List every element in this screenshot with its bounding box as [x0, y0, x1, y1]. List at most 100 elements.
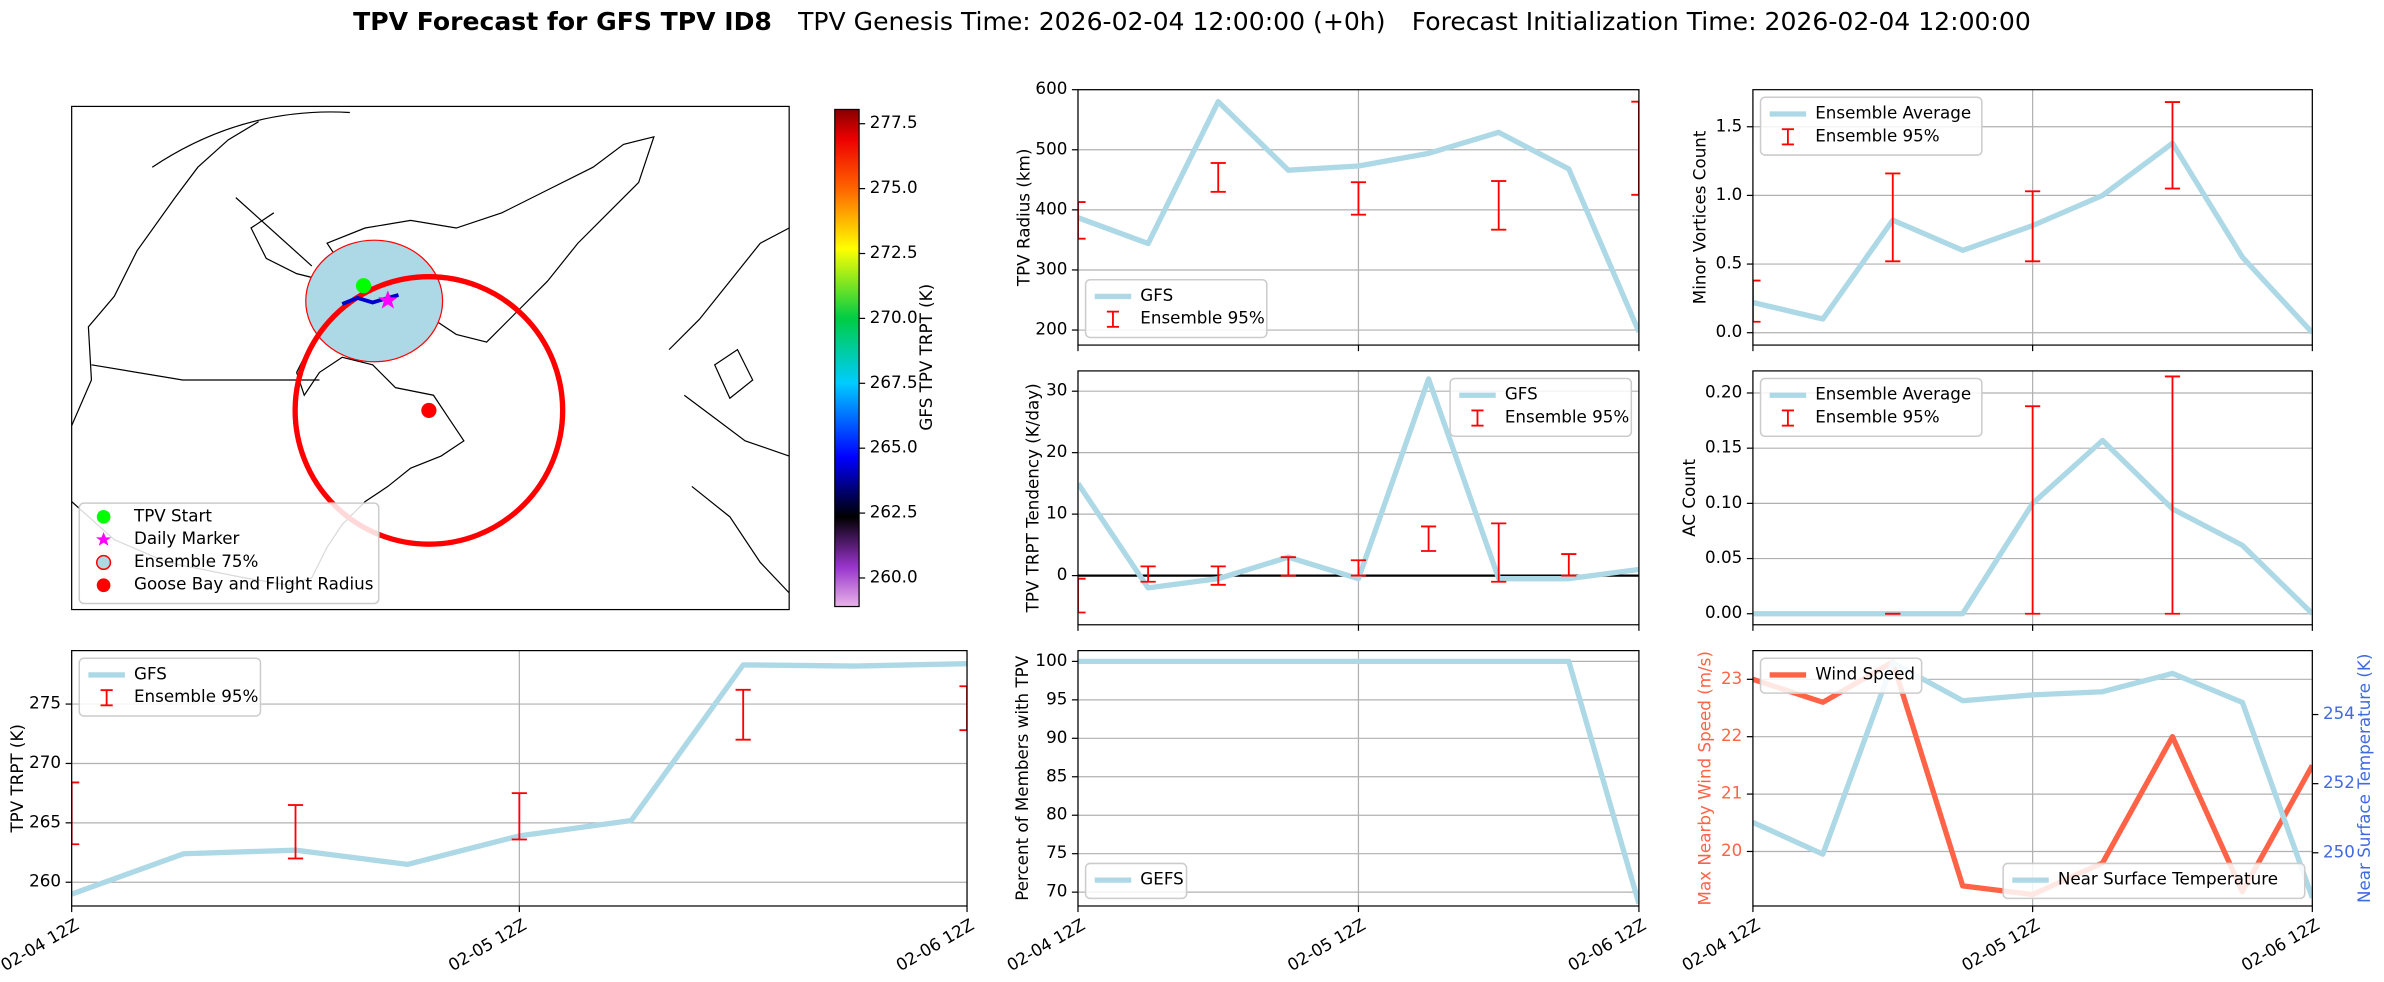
colorbar-tick-label: 262.5 — [870, 502, 918, 522]
map: TPV Start Daily Marker Ensemble 75% Goos… — [71, 105, 936, 611]
flight-radius — [292, 274, 566, 547]
panel: 0.0 0.5 1.0 1.5 Minor Vortices Count Ensemble… — [1690, 89, 2313, 352]
y-tick-label: 0.10 — [1705, 492, 1742, 512]
goose-bay — [421, 402, 437, 419]
x-tick-label: 02-04 12Z — [1678, 914, 1763, 975]
panel: 02-04 12Z 02-05 12Z 02-06 12Z 70 75 80 85 90 95 1… — [1003, 650, 1649, 975]
y-tick-label: 10 — [1046, 503, 1067, 523]
legend-box — [1759, 377, 1983, 438]
legend-swatch — [1781, 409, 1794, 427]
y-tick-label: 75 — [1046, 842, 1067, 862]
legend-label: Ensemble 95% — [1140, 308, 1264, 328]
panel: 02-04 12Z 02-05 12Z 02-06 12Z 20 21 22 23 250 25… — [1678, 650, 2374, 975]
y-tick-label: 270 — [29, 752, 61, 772]
x-tick-label: 02-06 12Z — [2238, 914, 2323, 975]
legend-label: Ensemble 95% — [1815, 407, 1939, 427]
legend-label: Ensemble 95% — [1815, 125, 1939, 145]
frame — [1752, 650, 2313, 907]
y-tick-label: 70 — [1046, 881, 1067, 901]
colorbar-tick-label: 275.0 — [870, 177, 918, 197]
tpv-track — [341, 293, 400, 306]
colorbar-label: GFS TPV TRPT (K) — [916, 284, 936, 431]
y-tick-label: 500 — [1035, 138, 1067, 158]
y-tick-label: 90 — [1046, 727, 1067, 747]
init-time: Forecast Initialization Time: 2026-02-04… — [1412, 7, 2031, 36]
panel: 0.00 0.05 0.10 0.15 0.20 AC Count Ensemble Ave… — [1679, 370, 2313, 631]
colorbar-tick-label: 272.5 — [870, 242, 918, 262]
y-tick-label: 0.20 — [1705, 381, 1742, 401]
y-axis-label: TPV Radius (km) — [1013, 149, 1033, 287]
y-tick-label: 0 — [1057, 564, 1068, 584]
error-bar — [287, 804, 304, 860]
y-tick-label: 0.00 — [1705, 602, 1742, 622]
error-bar — [1350, 181, 1367, 216]
x-tick-label: 02-06 12Z — [892, 914, 977, 975]
legend-box — [1084, 862, 1188, 900]
legend-label: Goose Bay and Flight Radius — [134, 574, 373, 594]
error-bar — [1491, 522, 1507, 583]
y-tick-label: 275 — [29, 693, 61, 713]
error-bar — [959, 685, 968, 732]
plot-area — [1077, 658, 1639, 905]
colorbar-tick-label: 277.5 — [870, 112, 918, 132]
legend-label: Ensemble 95% — [134, 686, 258, 706]
y2-tick-label: 252 — [2323, 772, 2355, 792]
y-tick-label: 400 — [1035, 198, 1067, 218]
series-line — [1752, 660, 2313, 899]
error-bar — [511, 792, 527, 841]
plot-area — [1077, 99, 1639, 333]
error-bar — [2025, 405, 2041, 615]
map-frame — [71, 105, 790, 611]
legend-swatch — [1471, 409, 1484, 427]
y-tick-label: 100 — [1035, 650, 1067, 670]
title: TPV Forecast for GFS TPV ID8 — [353, 7, 772, 36]
boundary — [91, 111, 350, 381]
x-tick-label: 02-04 12Z — [1003, 914, 1088, 975]
map-legend — [78, 502, 380, 605]
frame — [1077, 650, 1640, 907]
legend-swatch — [1106, 310, 1120, 328]
error-bar — [2164, 375, 2181, 615]
series-line — [1077, 99, 1639, 333]
y-tick-label: 265 — [29, 811, 61, 831]
plot-area — [1752, 375, 2313, 617]
legend: GFS Ensemble 95% — [78, 657, 262, 717]
y2-tick-label: 254 — [2323, 703, 2355, 723]
x-tick-label: 02-05 12Z — [1958, 914, 2043, 975]
error-bar — [1140, 565, 1156, 583]
y-tick-label: 95 — [1046, 688, 1067, 708]
frame — [1752, 370, 2313, 626]
error-bar — [1350, 559, 1367, 577]
y-tick-label: 85 — [1046, 765, 1067, 785]
daily-marker — [377, 290, 398, 309]
y-tick-label: 20 — [1721, 840, 1742, 860]
frame — [1077, 370, 1640, 626]
y-tick-label: 1.0 — [1716, 184, 1743, 204]
error-bar — [71, 781, 80, 846]
y-tick-label: 0.05 — [1705, 547, 1742, 567]
error-bar — [1491, 180, 1507, 231]
error-bar — [1210, 162, 1226, 193]
error-bar — [735, 688, 751, 741]
y-tick-label: 80 — [1046, 804, 1067, 824]
legend-marker — [95, 532, 112, 546]
legend-marker — [95, 554, 112, 571]
legend-label: GFS — [1140, 285, 1173, 305]
plot-area — [1752, 101, 2313, 335]
y-tick-label: 300 — [1035, 258, 1067, 278]
error-bar — [1280, 556, 1296, 577]
plot-area — [1077, 376, 1639, 614]
y2-tick-label: 250 — [2323, 841, 2355, 861]
y-tick-label: 260 — [29, 871, 61, 891]
legend-swatch — [1781, 128, 1794, 146]
y-axis-label: Max Nearby Wind Speed (m/s) — [1694, 651, 1714, 905]
error-bar — [1077, 201, 1086, 240]
y-tick-label: 0.5 — [1716, 253, 1743, 273]
legend-label: GFS — [1505, 384, 1538, 404]
error-bar — [2025, 190, 2041, 263]
legend-label: Wind Speed — [1815, 663, 1915, 683]
y-tick-label: 200 — [1035, 319, 1067, 339]
